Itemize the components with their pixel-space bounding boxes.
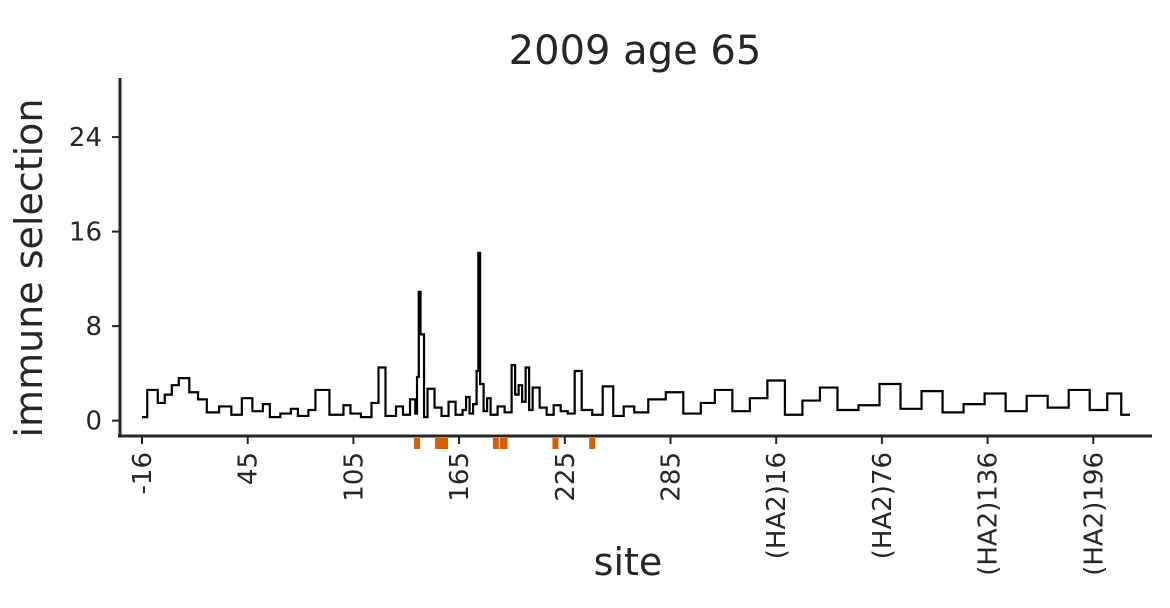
- plot-area: [141, 251, 1131, 449]
- series-line-0: [142, 251, 1130, 419]
- y-axis-label: immune selection: [7, 98, 51, 437]
- x-tick-label-7: (HA2)76: [868, 452, 898, 559]
- chart-title: 2009 age 65: [509, 28, 762, 74]
- y-tick-label-0: 0: [85, 407, 102, 437]
- y-ticks: 0 8 16 24: [69, 123, 120, 437]
- highlight-site-mark-0: [414, 438, 421, 449]
- x-tick-label-2: 105: [339, 452, 369, 502]
- x-tick-label-4: 225: [551, 452, 581, 502]
- y-tick-label-3: 24: [69, 123, 102, 153]
- y-tick-label-2: 16: [69, 218, 102, 248]
- highlight-site-mark-3: [442, 438, 449, 449]
- x-tick-label-9: (HA2)196: [1079, 452, 1109, 576]
- x-tick-label-8: (HA2)136: [974, 452, 1004, 576]
- x-tick-label-5: 285: [657, 452, 687, 502]
- x-ticks: -16 45 105 165 225 285 (HA2)16 (HA2)76 (HA2)136 (…: [128, 436, 1109, 576]
- x-tick-label-3: 165: [445, 452, 475, 502]
- highlight-site-mark-2: [438, 438, 445, 449]
- x-tick-label-0: -16: [128, 452, 158, 494]
- highlight-site-mark-4: [492, 438, 499, 449]
- x-tick-label-1: 45: [234, 452, 264, 485]
- x-tick-label-6: (HA2)16: [762, 452, 792, 559]
- highlight-site-mark-1: [435, 438, 442, 449]
- x-axis-label: site: [594, 540, 663, 584]
- highlight-site-mark-8: [589, 438, 596, 449]
- highlight-site-mark-6: [501, 438, 508, 449]
- highlight-site-mark-7: [552, 438, 559, 449]
- y-tick-label-1: 8: [85, 312, 102, 342]
